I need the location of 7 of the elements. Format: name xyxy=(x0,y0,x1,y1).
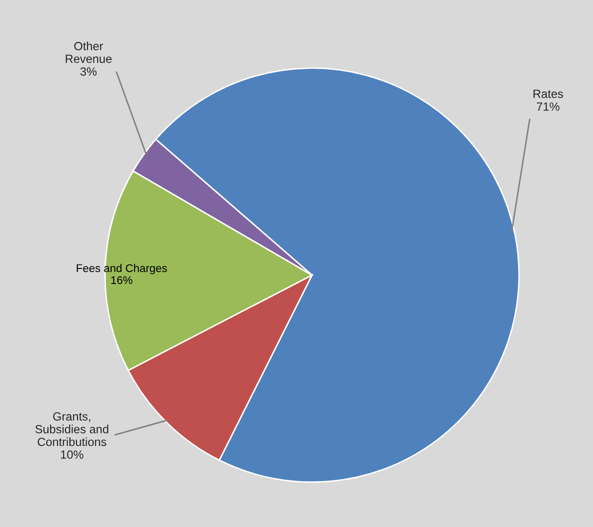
data-label: 16% xyxy=(111,276,132,284)
slice-label: Other Revenue xyxy=(66,42,112,63)
data-label: 10% xyxy=(61,450,84,459)
data-label: 3% xyxy=(80,67,97,76)
slice-label: Grants, Subsidies and Contributions xyxy=(35,412,108,446)
data-label: 71% xyxy=(536,102,560,111)
slice-label: Rates xyxy=(534,90,563,98)
